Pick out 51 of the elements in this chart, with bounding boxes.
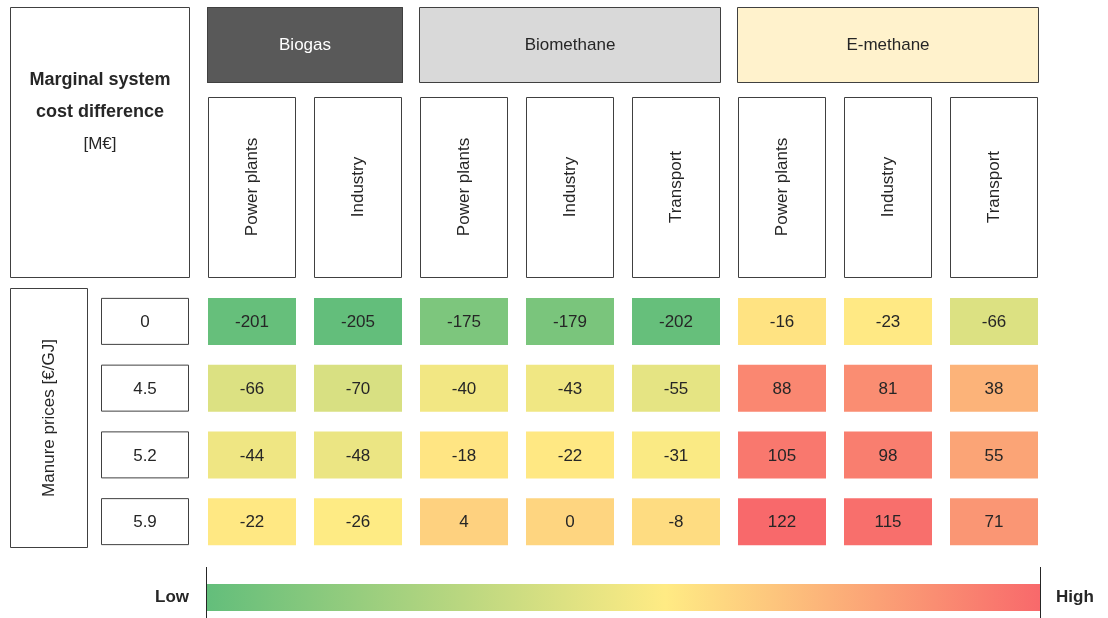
- data-label: -55: [663, 378, 689, 398]
- y-tick-label: 4.5: [133, 378, 157, 398]
- color-bar-title: Marginal system cost difference [M€]: [29, 68, 171, 153]
- y-tick-label: 0: [140, 312, 150, 332]
- y-axis-title: Manure prices [€/GJ]: [38, 339, 58, 497]
- data-label: -66: [981, 312, 1007, 332]
- y-tick-label: 5.2: [133, 445, 157, 465]
- data-label: -202: [658, 312, 694, 332]
- chart-title: Biomethane: [524, 34, 616, 54]
- data-label: 81: [878, 378, 898, 398]
- data-label: -66: [239, 378, 265, 398]
- data-label: 88: [772, 378, 792, 398]
- x-tick-label: Power plants: [453, 137, 473, 237]
- x-tick-label: Industry: [877, 156, 897, 218]
- data-label: -40: [451, 378, 477, 398]
- data-label: -179: [552, 312, 588, 332]
- y-tick-label: 5.9: [133, 512, 157, 532]
- data-label: -23: [875, 312, 901, 332]
- x-tick-label: Power plants: [241, 137, 261, 237]
- x-tick-label: Industry: [559, 156, 579, 218]
- data-label: 38: [984, 378, 1004, 398]
- data-label: -44: [239, 445, 265, 465]
- data-label: -26: [345, 512, 371, 532]
- data-label: 55: [984, 445, 1004, 465]
- text: Low: [155, 586, 190, 606]
- data-label: -16: [769, 312, 795, 332]
- data-label: 105: [767, 445, 797, 465]
- x-tick-label: Transport: [983, 150, 1003, 224]
- data-label: 0: [565, 512, 575, 532]
- x-tick-label: Transport: [665, 150, 685, 224]
- data-label: -48: [345, 445, 371, 465]
- chart-title: Biogas: [279, 34, 331, 54]
- data-label: 122: [767, 512, 797, 532]
- data-label: -22: [239, 512, 265, 532]
- data-label: -205: [340, 312, 376, 332]
- data-label: -8: [668, 512, 684, 532]
- chart-title: E-methane: [846, 34, 930, 54]
- x-tick-label: Industry: [347, 156, 367, 218]
- data-label: -70: [345, 378, 371, 398]
- text: High: [1056, 586, 1094, 606]
- data-label: 4: [459, 512, 469, 532]
- data-label: -22: [557, 445, 583, 465]
- x-tick-label: Power plants: [771, 137, 791, 237]
- data-label: -18: [451, 445, 477, 465]
- data-label: -43: [557, 378, 583, 398]
- data-label: 71: [984, 512, 1004, 532]
- data-label: 98: [878, 445, 898, 465]
- data-label: -201: [234, 312, 270, 332]
- data-label: -175: [446, 312, 482, 332]
- data-label: 115: [874, 512, 902, 532]
- data-label: -31: [663, 445, 689, 465]
